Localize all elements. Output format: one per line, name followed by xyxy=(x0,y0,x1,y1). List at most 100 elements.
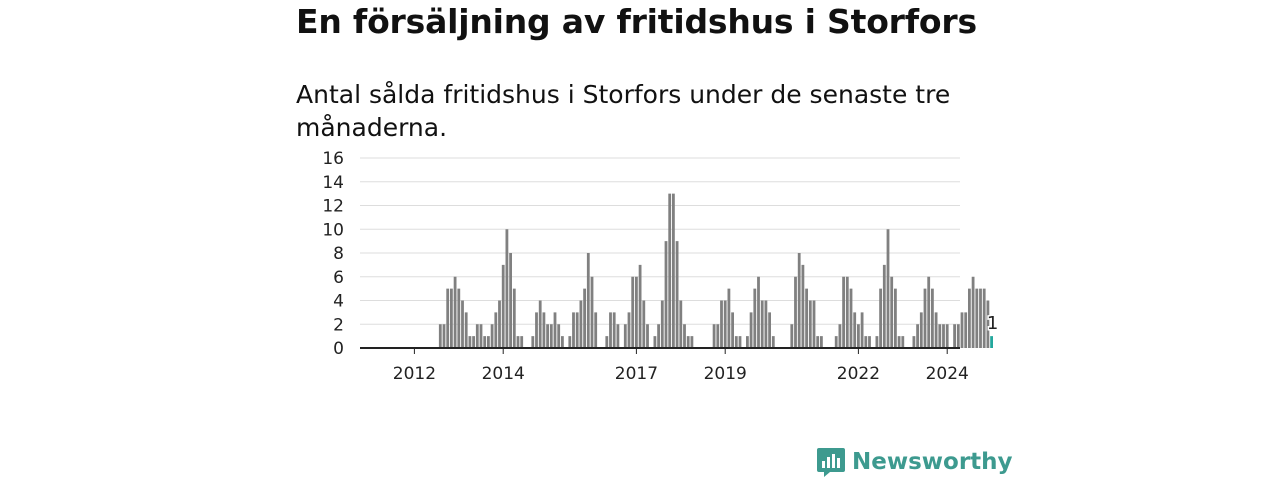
bar-latest xyxy=(990,336,993,348)
latest-value-label: 1 xyxy=(987,313,998,334)
bar xyxy=(886,229,890,348)
bar xyxy=(642,300,646,348)
newsworthy-logo: Newsworthy xyxy=(816,446,1013,478)
bar xyxy=(612,312,616,348)
bar xyxy=(931,288,934,348)
bar xyxy=(479,324,483,348)
bar xyxy=(860,312,864,348)
bar xyxy=(820,336,823,348)
bar xyxy=(549,324,553,348)
bar xyxy=(690,336,694,348)
bar xyxy=(746,336,749,348)
bar xyxy=(953,324,956,348)
bar xyxy=(738,336,742,348)
bar xyxy=(912,336,916,348)
bar xyxy=(457,288,461,348)
bar xyxy=(475,324,479,348)
x-tick-label: 2019 xyxy=(704,364,747,384)
bar xyxy=(627,312,631,348)
bar xyxy=(805,288,808,348)
bar xyxy=(808,300,812,348)
data-labels: 1 xyxy=(985,312,999,336)
newsworthy-logo-text: Newsworthy xyxy=(852,449,1013,475)
bar xyxy=(672,193,675,348)
bar xyxy=(716,324,720,348)
bar xyxy=(605,336,609,348)
bar xyxy=(546,324,549,348)
bar xyxy=(609,312,612,348)
bar xyxy=(638,264,642,348)
bar xyxy=(960,312,964,348)
bar xyxy=(712,324,716,348)
bar xyxy=(979,288,982,348)
bar xyxy=(557,324,561,348)
bar xyxy=(916,324,919,348)
bar xyxy=(838,324,842,348)
y-tick-label: 8 xyxy=(333,244,344,264)
bar xyxy=(505,229,509,348)
bar xyxy=(975,288,979,348)
chart-subtitle: Antal sålda fritidshus i Storfors under … xyxy=(296,80,951,142)
bar xyxy=(968,288,971,348)
bar xyxy=(801,264,805,348)
y-tick-label: 16 xyxy=(322,149,344,169)
bar xyxy=(768,312,771,348)
bar xyxy=(494,312,498,348)
bar xyxy=(664,241,668,348)
bar xyxy=(568,336,572,348)
bar xyxy=(734,336,738,348)
bar xyxy=(842,276,845,348)
bar xyxy=(945,324,949,348)
bar xyxy=(723,300,727,348)
bar xyxy=(942,324,945,348)
bar xyxy=(583,288,586,348)
bar xyxy=(964,312,968,348)
y-tick-label: 2 xyxy=(333,315,344,335)
bar xyxy=(894,288,897,348)
y-tick-label: 6 xyxy=(333,268,344,288)
bar xyxy=(501,264,505,348)
bar xyxy=(890,276,894,348)
y-tick-label: 0 xyxy=(333,339,344,359)
bar xyxy=(731,312,734,348)
bar xyxy=(657,324,660,348)
bar xyxy=(753,288,757,348)
bar xyxy=(812,300,816,348)
bar xyxy=(450,288,453,348)
bar-chart: 0 2 4 6 8 10 12 14 16 2012 2014 2017 2019 2022 2024 1 xyxy=(322,149,999,384)
bar xyxy=(790,324,794,348)
bar xyxy=(646,324,649,348)
bar xyxy=(982,288,986,348)
bar xyxy=(572,312,575,348)
bar xyxy=(875,336,879,348)
y-tick-label: 10 xyxy=(322,220,344,240)
bar xyxy=(956,324,960,348)
bar xyxy=(853,312,857,348)
x-axis-ticks: 2012 2014 2017 2019 2022 2024 xyxy=(393,348,969,384)
bar xyxy=(520,336,524,348)
bar xyxy=(720,300,723,348)
bar xyxy=(442,324,446,348)
bar xyxy=(816,336,820,348)
x-tick-label: 2017 xyxy=(615,364,658,384)
bar xyxy=(542,312,546,348)
bar xyxy=(590,276,594,348)
bar xyxy=(498,300,501,348)
bar xyxy=(446,288,450,348)
bar xyxy=(561,336,564,348)
bar xyxy=(483,336,487,348)
bar xyxy=(749,312,753,348)
bar xyxy=(586,253,590,348)
bar xyxy=(472,336,475,348)
bar xyxy=(623,324,627,348)
bar xyxy=(901,336,905,348)
bar xyxy=(653,336,657,348)
bar xyxy=(616,324,620,348)
newsworthy-logo-icon xyxy=(817,448,845,477)
bar xyxy=(668,193,672,348)
bar xyxy=(531,336,535,348)
x-tick-label: 2014 xyxy=(482,364,525,384)
bar xyxy=(575,312,579,348)
bar xyxy=(535,312,538,348)
bar xyxy=(631,276,635,348)
